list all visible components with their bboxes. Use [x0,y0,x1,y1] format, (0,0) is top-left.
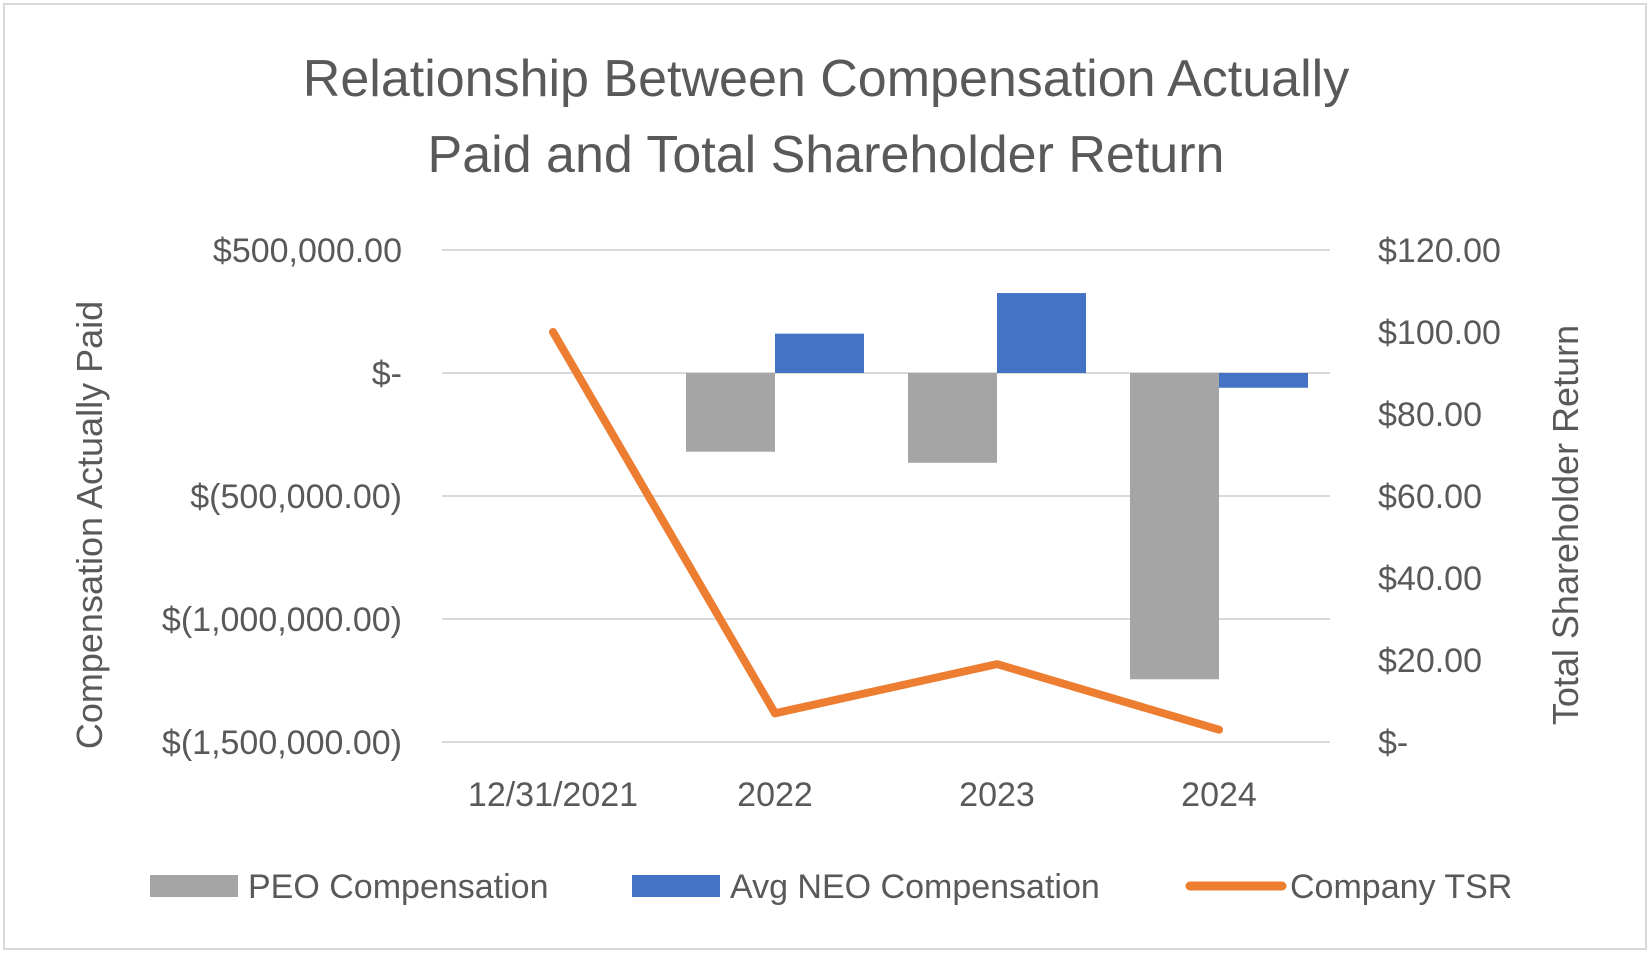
chart-title-line-2: Paid and Total Shareholder Return [428,126,1225,184]
x-tick-label: 2023 [959,776,1035,814]
left-tick-label: $(500,000.00) [190,478,402,516]
legend-label-peo: PEO Compensation [248,868,549,906]
right-tick-label: $100.00 [1378,314,1501,352]
bar-peo-compensation-2022 [686,373,775,452]
bar-peo-compensation-2023 [908,373,997,463]
legend: PEO Compensation Avg NEO Compensation Co… [150,868,1512,906]
right-tick-label: $20.00 [1378,642,1482,680]
left-axis-ticks: $500,000.00 $- $(500,000.00) $(1,000,000.00… [162,232,402,762]
left-tick-label: $(1,000,000.00) [162,601,402,639]
right-tick-label: $80.00 [1378,396,1482,434]
tsr-line-layer [549,328,1223,734]
tsr-line [549,328,1223,734]
right-tick-label: $- [1378,724,1408,762]
bar-avg-neo-compensation-2022 [775,333,864,373]
legend-swatch-neo [632,875,720,897]
right-axis-ticks: $120.00 $100.00 $80.00 $60.00 $40.00 $20.00 $- [1378,232,1501,762]
left-axis-title: Compensation Actually Paid [69,301,110,749]
legend-label-tsr: Company TSR [1290,868,1512,906]
right-tick-label: $60.00 [1378,478,1482,516]
right-axis-title: Total Shareholder Return [1545,325,1586,725]
legend-swatch-peo [150,875,238,897]
bar-avg-neo-compensation-2023 [997,293,1086,373]
left-tick-label: $(1,500,000.00) [162,724,402,762]
x-tick-label: 2024 [1181,776,1257,814]
right-tick-label: $120.00 [1378,232,1501,270]
x-axis-ticks: 12/31/2021 2022 2023 2024 [468,776,1257,814]
left-tick-label: $- [372,355,402,393]
bar-peo-compensation-2024 [1130,373,1219,680]
x-tick-label: 12/31/2021 [468,776,638,814]
legend-label-neo: Avg NEO Compensation [730,868,1100,906]
x-tick-label: 2022 [737,776,813,814]
bars [686,293,1308,680]
chart-frame [3,3,1647,950]
left-tick-label: $500,000.00 [213,232,402,270]
right-tick-label: $40.00 [1378,560,1482,598]
bar-avg-neo-compensation-2024 [1219,373,1308,388]
chart-title-line-1: Relationship Between Compensation Actual… [303,50,1349,108]
